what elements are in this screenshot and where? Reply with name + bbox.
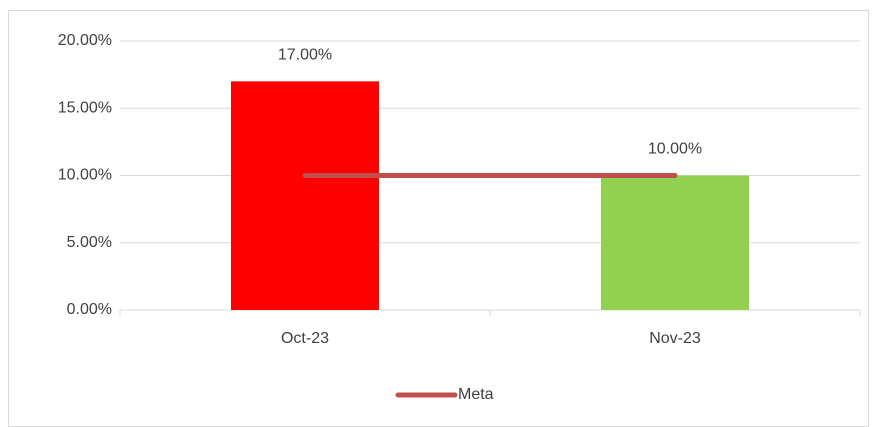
y-tick-label: 0.00% [67,301,112,318]
y-tick-label: 10.00% [58,167,112,184]
legend-label: Meta [458,386,494,403]
bar [231,81,379,310]
data-label: 10.00% [648,141,702,158]
y-tick-label: 15.00% [58,99,112,116]
data-label: 17.00% [278,47,332,64]
x-tick-label: Oct-23 [281,330,329,347]
bar [601,175,749,310]
x-tick-label: Nov-23 [649,330,701,347]
y-tick-label: 5.00% [67,234,112,251]
y-tick-label: 20.00% [58,32,112,49]
